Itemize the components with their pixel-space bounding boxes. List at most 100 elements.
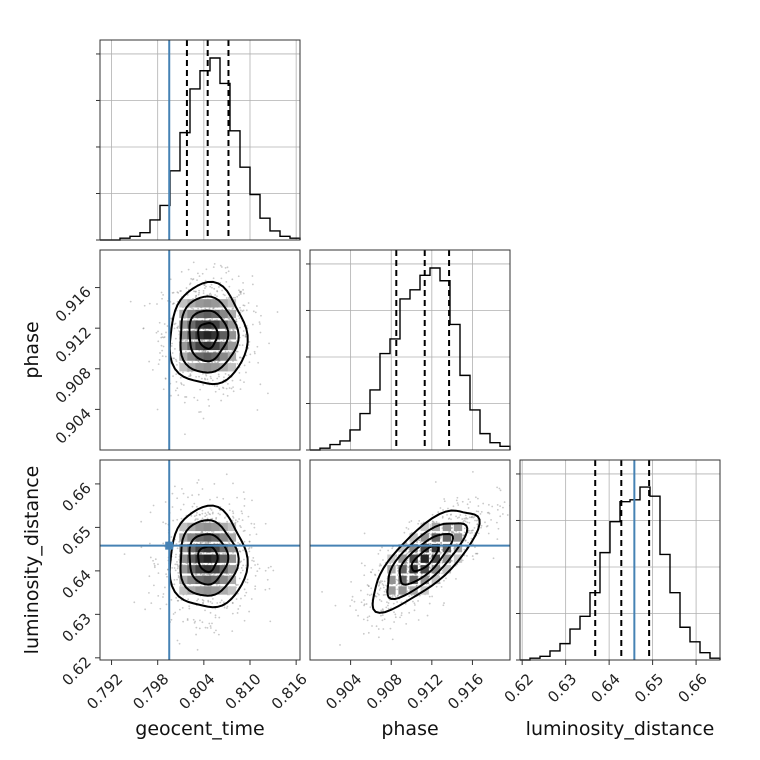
sample-point [173,323,176,326]
sample-point [248,546,251,549]
sample-point [382,594,385,596]
y-tick-label-phase: 0.916 [52,283,95,326]
sample-point [223,563,226,566]
sample-point [198,513,201,516]
density-cell [179,341,188,351]
density-cell [453,554,463,563]
sample-point [238,518,240,520]
sample-point [161,355,164,358]
sample-point [407,551,410,554]
sample-point [197,479,200,481]
sample-point [181,487,183,490]
sample-point [173,327,176,330]
sample-point [214,390,217,393]
sample-point [206,573,209,576]
sample-point [351,595,354,598]
sample-point [241,344,244,347]
sample-point [211,598,214,600]
sample-point [196,518,199,521]
sample-point [170,345,173,347]
sample-point [174,337,177,340]
sample-point [403,562,406,565]
sample-point [431,595,434,598]
sample-point [180,382,182,384]
sample-point [211,512,214,515]
sample-point [177,325,180,328]
density-cell [187,363,196,372]
density-cell [195,363,204,372]
sample-point [182,384,185,387]
sample-point [375,625,378,628]
sample-point [212,266,215,269]
sample-point [190,277,193,280]
sample-point [172,613,175,615]
sample-point [213,287,216,290]
sample-point [475,519,478,522]
sample-point [254,574,257,577]
sample-point [200,339,203,342]
sample-point [429,542,432,545]
sample-point [395,584,398,587]
sample-point [218,388,221,391]
sample-point [467,541,469,544]
sample-point [394,613,397,616]
contour-level [197,321,219,350]
sample-point [222,318,225,320]
sample-point [470,529,473,532]
sample-point [228,387,231,389]
sample-point [219,601,222,604]
sample-point [259,331,262,334]
sample-point [154,558,157,561]
sample-point [212,574,215,577]
sample-point [218,286,220,288]
sample-point [379,549,382,552]
sample-point [170,394,172,397]
sample-point [174,389,177,392]
sample-point [231,379,234,382]
sample-point [382,584,385,587]
sample-point [176,387,179,390]
sample-point [370,593,373,596]
panel-frame [519,459,721,661]
sample-point [182,492,185,495]
sample-point [378,582,381,585]
sample-point [237,541,239,544]
sample-point [264,522,267,525]
sample-point [236,295,239,298]
sample-point [398,583,401,586]
sample-point [425,562,428,565]
sample-point [227,297,230,300]
sample-point [406,562,409,564]
density-cell [187,533,196,542]
sample-point [431,552,434,555]
sample-point [162,521,165,524]
sample-point [199,541,202,544]
sample-point [466,503,469,506]
panel-geocent_time-vs-phase [99,249,301,451]
sample-point [203,284,206,286]
sample-point [176,518,179,521]
sample-point [148,575,151,578]
sample-point [198,291,201,294]
sample-point [487,532,490,535]
density-cell [431,565,440,574]
sample-point [496,486,499,489]
sample-point [213,262,216,265]
sample-point [196,272,199,275]
sample-point [164,377,167,380]
density-cell [442,533,452,542]
sample-point [462,534,465,537]
sample-point [143,304,146,307]
sample-point [441,548,443,551]
sample-point [177,574,180,577]
sample-point [207,600,210,603]
sample-point [160,344,163,347]
sample-point [243,381,245,384]
sample-point [259,383,262,386]
sample-point [377,628,380,630]
sample-point [248,540,251,543]
ylabel-luminosity-distance: luminosity_distance [21,466,43,655]
sample-point [428,595,431,598]
sample-point [178,642,181,645]
sample-point [499,489,502,492]
